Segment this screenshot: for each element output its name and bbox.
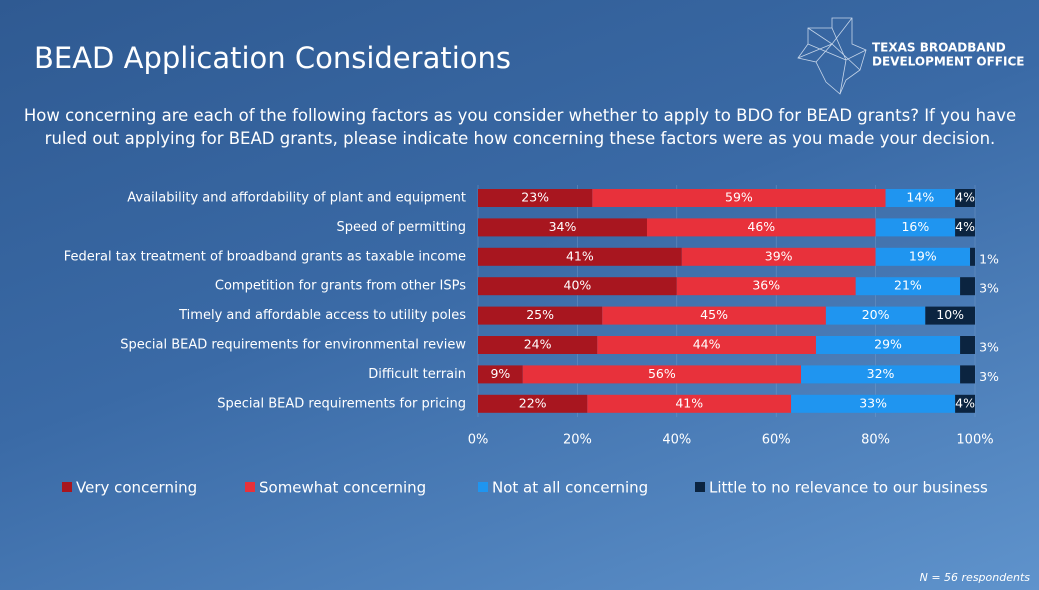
legend-label: Somewhat concerning [259,479,426,497]
bar-segment [597,336,816,354]
bar-segment [478,394,588,413]
data-label: 24% [524,337,552,352]
bar-segment [478,277,677,296]
data-label: 39% [765,248,793,263]
data-label: 40% [564,278,592,293]
chart-title: BEAD Application Considerations [34,41,511,75]
data-label: 14% [906,190,934,205]
y-tick-label: Special BEAD requirements for pricing [217,396,466,411]
legend-label: Not at all concerning [492,479,648,497]
bar-segment [955,189,975,207]
bar-segment [791,394,956,413]
data-label: 32% [867,366,895,381]
x-tick-label: 0% [468,433,489,448]
data-label: 4% [955,219,975,234]
data-label: 10% [936,307,964,322]
bar-segment [925,306,975,325]
bar-segment [960,336,975,354]
bar-segment [478,218,647,237]
bar-segment [646,218,876,237]
y-tick-label: Federal tax treatment of broadband grant… [64,249,466,264]
data-label: 25% [526,307,554,322]
y-tick-label: Special BEAD requirements for environmen… [120,338,466,353]
bar-segment [676,277,856,296]
data-label: 41% [566,248,594,263]
data-label: 41% [675,395,703,410]
data-label: 4% [955,395,975,410]
data-label: 33% [859,395,887,410]
y-tick-label: Difficult terrain [368,367,466,382]
bar-segment [681,247,876,266]
data-label: 3% [979,369,999,384]
logo-text: DEVELOPMENT OFFICE [872,55,1024,69]
y-tick-label: Speed of permitting [337,220,467,235]
data-label: 36% [752,278,780,293]
bar-segment [478,336,598,354]
data-label: 19% [909,248,937,263]
x-tick-label: 100% [956,433,993,448]
data-label: 44% [693,337,721,352]
bar-segment [970,247,975,266]
bar-segment [522,365,802,384]
bar-segment [801,365,961,384]
data-label: 59% [725,190,753,205]
legend-label: Very concerning [76,479,197,497]
legend-swatch [695,482,705,492]
data-label: 16% [901,219,929,234]
data-label: 4% [955,190,975,205]
data-label: 29% [874,337,902,352]
bar-segment [955,394,975,413]
footnote: N = 56 respondents [920,571,1031,584]
bar-segment [478,306,603,325]
data-label: 9% [490,366,510,381]
y-tick-label: Timely and affordable access to utility … [178,308,466,323]
bar-segment [885,189,956,207]
bar-segment [825,306,926,325]
bar-segment [478,247,682,266]
bar-segment [855,277,961,296]
bar-segment [960,365,975,384]
x-tick-label: 80% [861,433,890,448]
data-label: 23% [521,190,549,205]
y-tick-label: Competition for grants from other ISPs [215,279,466,294]
data-label: 22% [519,395,547,410]
legend-swatch [245,482,255,492]
data-label: 56% [648,366,676,381]
legend-swatch [62,482,72,492]
subtitle: How concerning are each of the following… [23,106,1017,148]
x-tick-label: 20% [563,433,592,448]
data-label: 45% [700,307,728,322]
bar-segment [592,189,886,207]
bar-segment [587,394,792,413]
bar-segment [602,306,826,325]
data-label: 46% [747,219,775,234]
data-label: 34% [549,219,577,234]
data-label: 3% [979,340,999,355]
bar-segment [875,218,956,237]
data-label: 1% [979,251,999,266]
logo-text: TEXAS BROADBAND [872,41,1006,55]
y-tick-label: Availability and affordability of plant … [127,191,466,206]
x-tick-label: 40% [662,433,691,448]
data-label: 21% [894,278,922,293]
bar-segment [815,336,961,354]
logo-icon [797,17,867,95]
data-label: 3% [979,281,999,296]
bar-segment [875,247,971,266]
legend-label: Little to no relevance to our business [709,479,988,497]
legend-swatch [478,482,488,492]
x-tick-label: 60% [762,433,791,448]
bar-segment [960,277,975,296]
bar-segment [478,189,593,207]
bar-segment [478,365,523,384]
bar-segment [955,218,975,237]
data-label: 20% [862,307,890,322]
